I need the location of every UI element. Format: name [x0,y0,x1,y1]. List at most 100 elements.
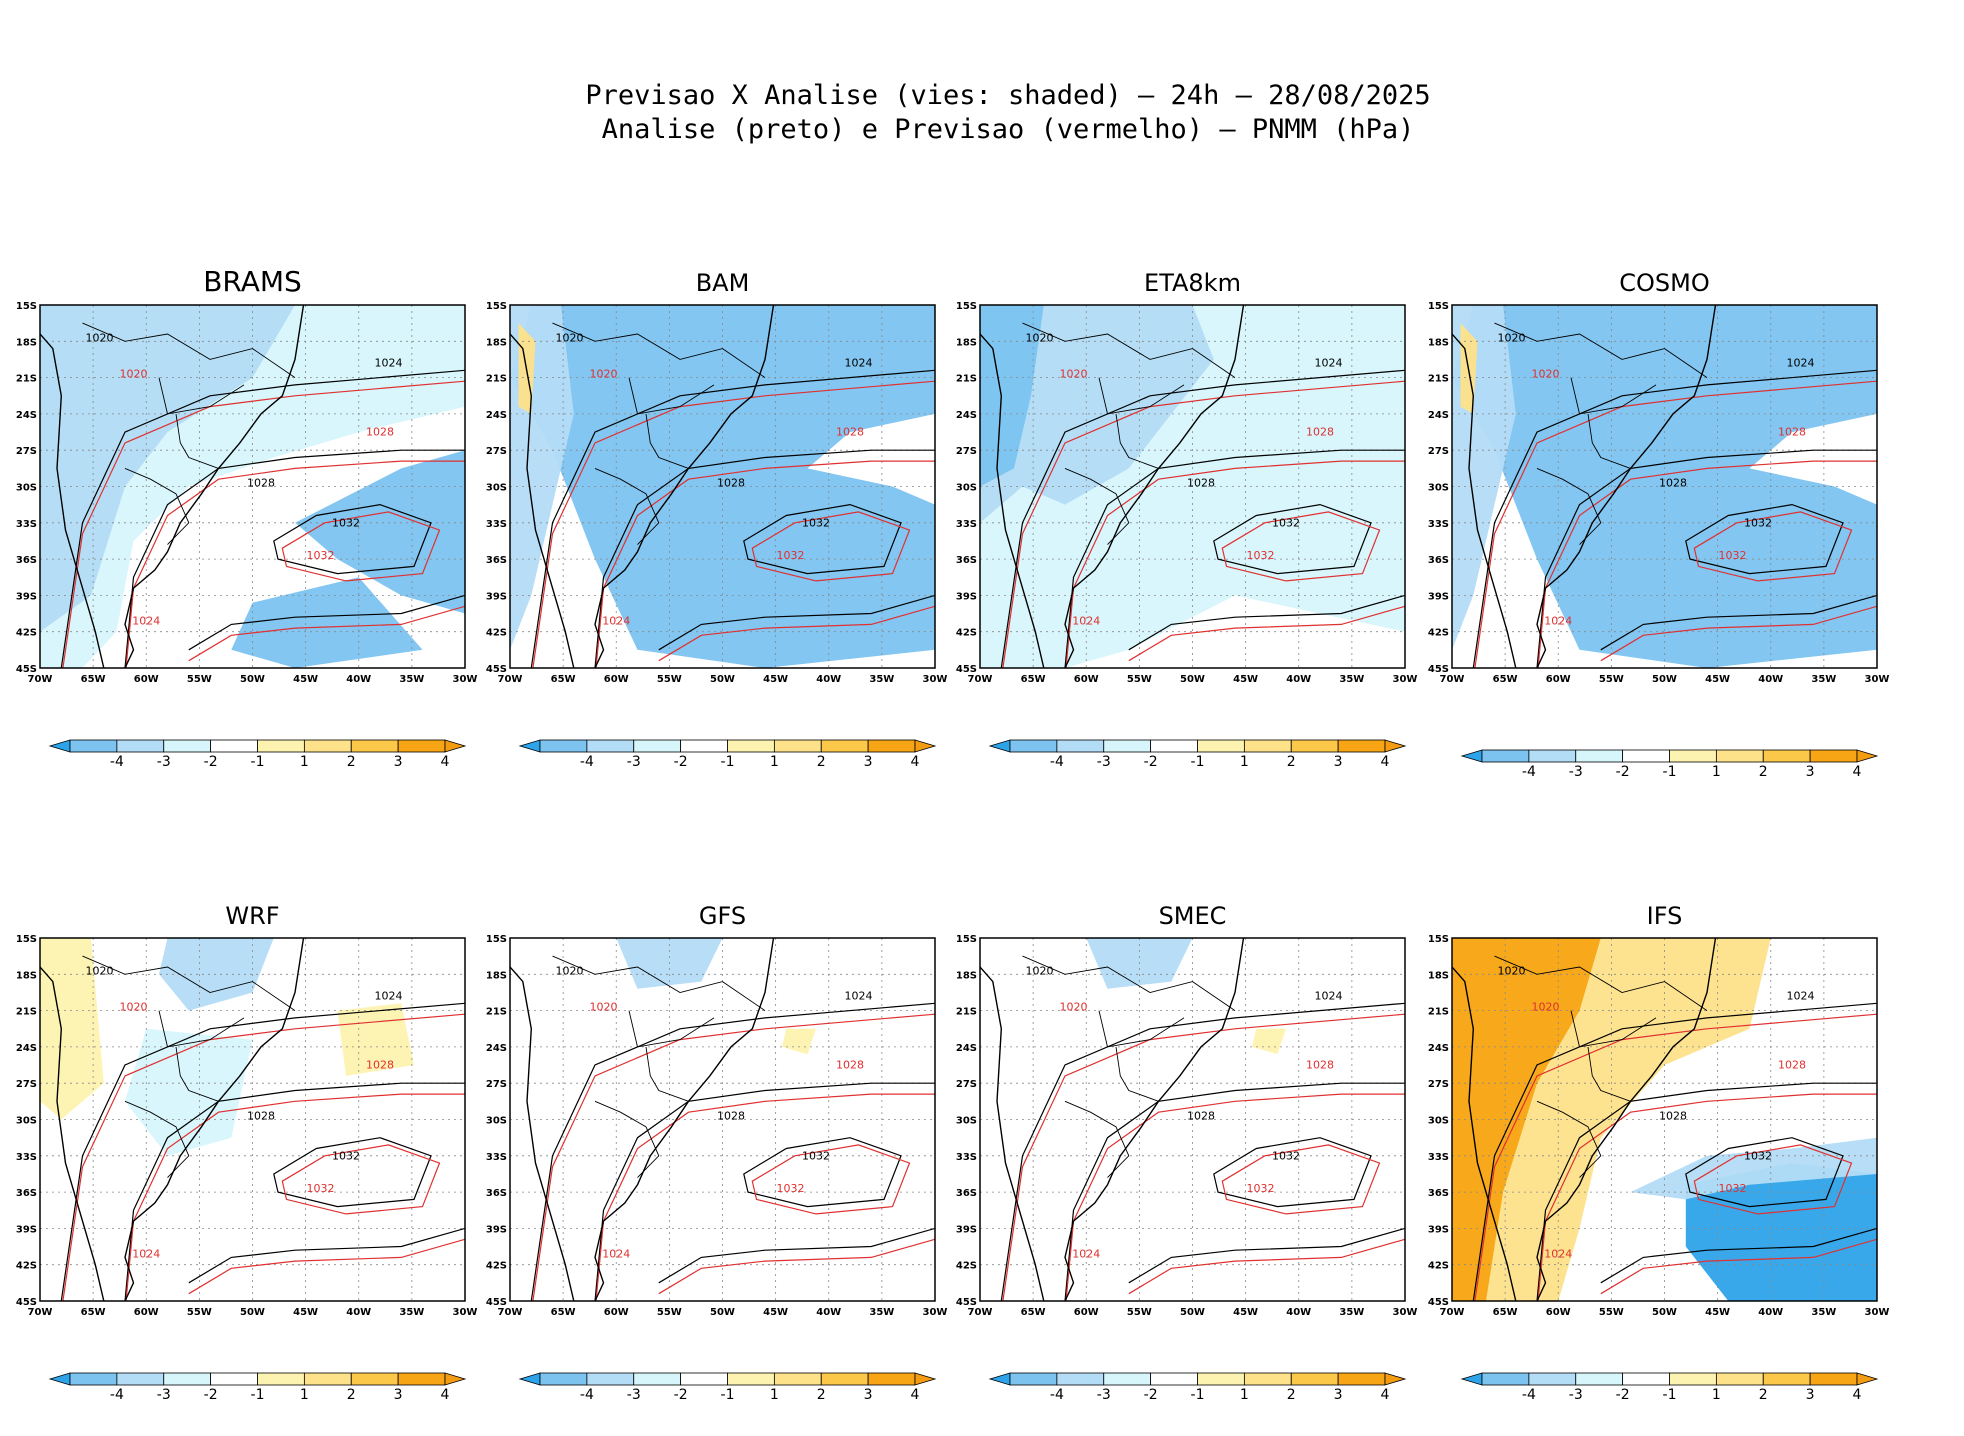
colorbar-box [303,1372,352,1386]
panel-wrf: WRF 1020 1024 1028 1032 1020 1028 1032 1024 15S 18… [16,902,478,1403]
lon-tick-label: 40W [346,1307,371,1318]
lat-tick-label: 30S [956,1116,977,1127]
forecast-isobar [1128,605,1405,662]
bias-shading-region [1252,1028,1286,1055]
colorbar: -4 -3 -2 -1 1 2 3 4 [1460,749,1879,780]
lon-tick-label: 65W [1493,1307,1518,1318]
analysis-high-cell [743,1137,902,1208]
contour-label: 1032 [307,549,335,562]
panel-title: GFS [699,902,746,930]
colorbar-box [69,1372,118,1386]
lat-tick-label: 36S [1428,1188,1449,1199]
colorbar-box [773,1372,822,1386]
colorbar-label: 3 [394,1387,403,1403]
colorbar-arrow-high [1856,1372,1879,1386]
colorbar-label: -4 [110,1387,124,1403]
forecast-isobar [188,605,465,662]
lon-tick-label: 30W [1393,674,1418,685]
colorbar-label: -3 [157,754,171,770]
lon-tick-label: 45W [293,674,318,685]
lat-tick-label: 18S [16,970,37,981]
lat-tick-label: 33S [486,1152,507,1163]
colorbar-box [1528,1372,1577,1386]
lat-tick-label: 24S [16,410,37,421]
country-border [645,413,689,469]
forecast-high-cell [751,1144,911,1215]
contour-label: 1020 [556,331,584,344]
lon-tick-label: 60W [604,1307,629,1318]
lat-tick-label: 21S [486,374,507,385]
country-border [1115,413,1159,469]
forecast-high-cell [751,511,911,582]
lon-tick-label: 35W [1339,1307,1364,1318]
colorbar-arrow-low [48,1372,71,1386]
colorbar-box [680,739,728,753]
forecast-high-cell [281,511,441,582]
lon-tick-label: 35W [869,674,894,685]
country-border [594,1100,660,1178]
lon-tick-label: 40W [1286,1307,1311,1318]
lon-tick-label: 50W [1180,1307,1205,1318]
colorbar-box [633,1372,682,1386]
contour-label: 1032 [1744,1149,1772,1162]
lat-tick-label: 42S [486,1261,507,1272]
analysis-isobar [188,1227,465,1284]
lat-tick-label: 27S [1428,446,1449,457]
contour-label: 1032 [777,549,805,562]
panel-gfs: GFS 1020 1024 1028 1032 1020 1028 1032 1024 15S 18… [486,902,948,1403]
colorbar-box [350,1372,399,1386]
lon-tick-label: 40W [1758,1307,1783,1318]
country-border [594,467,660,545]
colorbar-label: -1 [1191,754,1205,770]
panels-grid: BRAMS 1020 1024 1028 1032 1020 1028 1032 1024 15S… [16,265,1890,1403]
colorbar-box [680,1372,728,1386]
lon-tick-label: 50W [1180,674,1205,685]
lat-tick-label: 21S [956,374,977,385]
contour-label: 1028 [1778,1059,1806,1072]
panel-title: SMEC [1159,902,1227,930]
country-border [1098,377,1185,415]
lon-tick-label: 35W [399,674,424,685]
contour-label: 1024 [1544,614,1572,627]
colorbar-box [1575,1372,1624,1386]
lat-tick-label: 33S [1428,1152,1449,1163]
analysis-high-cell [743,503,902,575]
lon-tick-label: 30W [453,674,478,685]
colorbar-box [1150,1372,1198,1386]
colorbar-label: 3 [1806,1387,1815,1403]
lat-tick-label: 21S [16,1007,37,1018]
analysis-high-cell [273,503,432,575]
colorbar-arrow-low [518,739,541,753]
map-frame [1451,937,1878,1302]
colorbar-label: 4 [911,1387,920,1403]
country-border [175,413,219,469]
colorbar-arrow-low [988,739,1011,753]
lon-tick-label: 40W [1758,674,1783,685]
lon-tick-label: 70W [968,674,993,685]
contour-label: 1032 [332,516,360,529]
lat-tick-label: 33S [486,519,507,530]
panel-ifs: IFS 1020 1024 1028 1032 1020 1028 1032 1024 15S 18… [1428,902,1890,1403]
lat-tick-label: 36S [956,555,977,566]
lon-tick-label: 60W [1074,674,1099,685]
colorbar: -4 -3 -2 -1 1 2 3 4 [48,1372,467,1403]
colorbar-arrow-high [1384,1372,1407,1386]
country-border [1587,413,1631,469]
contour-label: 1032 [1744,516,1772,529]
forecast-isobar [1474,1013,1877,1301]
contour-label: 1024 [1315,357,1343,370]
country-border [552,955,766,1011]
forecast-isobar [532,1013,935,1301]
colorbar-label: 1 [770,754,779,770]
country-border [1064,1100,1130,1178]
panel-title: BRAMS [203,265,302,298]
country-border [1022,955,1236,1011]
coastline [40,966,105,1301]
lat-tick-label: 42S [16,1261,37,1272]
lon-tick-label: 55W [657,1307,682,1318]
lat-tick-label: 30S [486,483,507,494]
analysis-isobar [1600,594,1877,651]
colorbar-label: -1 [1191,1387,1205,1403]
colorbar-label: 4 [1853,764,1862,780]
